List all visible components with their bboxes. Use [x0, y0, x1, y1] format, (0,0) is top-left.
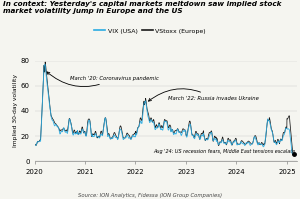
- Text: In context: Yesterday's capital markets meltdown saw implied stock
market volati: In context: Yesterday's capital markets …: [3, 1, 281, 14]
- Text: March '22: Russia invades Ukraine: March '22: Russia invades Ukraine: [148, 89, 259, 101]
- Text: Aug '24: US recession fears, Middle East tensions escalate: Aug '24: US recession fears, Middle East…: [153, 149, 295, 154]
- Y-axis label: Implied 30-day volatility: Implied 30-day volatility: [13, 74, 18, 147]
- Text: Source: ION Analytics, Fidessa (ION Group Companies): Source: ION Analytics, Fidessa (ION Grou…: [78, 193, 222, 198]
- Text: March '20: Coronavirus pandemic: March '20: Coronavirus pandemic: [47, 72, 159, 87]
- Legend: VIX (USA), VStoxx (Europe): VIX (USA), VStoxx (Europe): [92, 26, 208, 36]
